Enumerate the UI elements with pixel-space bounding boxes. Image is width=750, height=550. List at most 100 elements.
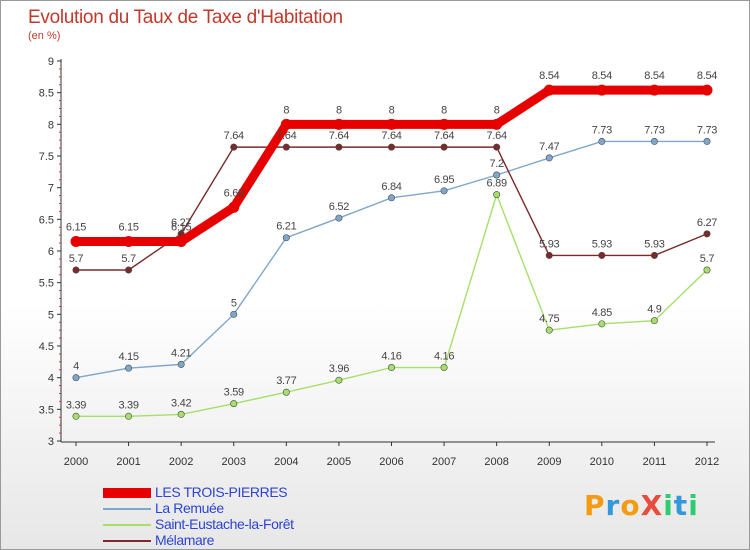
data-label: 5.7 [69,253,84,265]
data-point [703,230,711,238]
y-tick-label: 4.5 [39,341,54,353]
data-label: 4.75 [539,313,559,325]
data-point [650,317,658,325]
data-label: 3.96 [329,363,349,375]
data-point [493,191,501,199]
data-label: 4.85 [592,307,612,319]
data-label: 8 [494,104,500,116]
legend-label: La Remuée [155,500,224,516]
y-tick-label: 8 [48,119,54,131]
y-tick-label: 5 [48,309,54,321]
data-point [493,171,501,179]
y-tick-label: 6.5 [39,214,54,226]
data-point [545,251,553,259]
data-point [177,410,185,418]
data-label: 7.73 [644,124,664,136]
x-tick-label: 2004 [274,456,298,468]
data-label: 7.64 [329,130,349,142]
data-point [387,194,395,202]
data-point [123,236,135,247]
series-line [75,146,708,271]
data-label: 4 [73,361,79,373]
data-point [701,84,713,96]
x-tick-label: 2006 [379,456,403,468]
data-point [545,326,553,334]
data-label: 5.93 [539,238,559,250]
data-point [491,118,503,130]
x-tick-label: 2007 [432,456,456,468]
data-point [282,143,290,151]
data-label: 6.84 [381,181,401,193]
data-label: 5.93 [644,238,664,250]
data-point [596,84,608,96]
data-label: 4.16 [434,351,454,363]
data-label: 5.7 [700,253,715,265]
data-point [703,137,711,145]
data-label: 7.64 [224,130,244,142]
data-label: 7.47 [539,141,559,153]
legend-label: LES TROIS-PIERRES [155,484,288,500]
data-label: 6.89 [487,178,507,190]
data-point [175,236,187,247]
data-label: 7.64 [381,130,401,142]
data-label: 3.39 [118,399,138,411]
legend-label: Saint-Eustache-la-Forêt [155,516,294,532]
data-point [440,364,448,372]
data-label: 8.54 [592,70,612,82]
data-label: 7.73 [592,124,612,136]
chart-title: Evolution du Taux de Taxe d'Habitation [28,7,343,28]
data-label: 5.7 [121,253,136,265]
data-point [333,118,345,130]
data-label: 7.64 [487,130,507,142]
data-label: 6.27 [697,217,717,229]
data-label: 8.54 [697,70,717,82]
y-tick-label: 7.5 [39,151,54,163]
x-tick-label: 2000 [64,456,88,468]
unit-label: (en %) [28,30,61,42]
data-point [650,251,658,259]
data-point [125,412,133,420]
x-tick-label: 2005 [327,456,351,468]
data-point [387,364,395,372]
data-label: 6.15 [66,222,86,234]
data-label: 7.64 [276,130,296,142]
y-tick-label: 3 [48,436,54,448]
data-point [230,400,238,408]
data-point [230,310,238,318]
data-point [440,187,448,195]
data-point [493,143,501,151]
data-point [335,376,343,384]
data-label: 7.2 [489,158,504,170]
data-point [282,234,290,242]
x-tick-label: 2010 [590,456,614,468]
series-line [75,140,708,379]
x-tick-label: 2001 [116,456,140,468]
data-point [228,201,240,213]
data-label: 5 [231,297,237,309]
data-label: 3.39 [66,399,86,411]
proxiti-logo: ProXiti [584,489,699,522]
data-label: 3.77 [276,375,296,387]
legend-label: Mélamare [155,532,215,548]
data-point [648,84,660,96]
data-point [335,143,343,151]
data-label: 6.15 [118,222,138,234]
data-point [125,364,133,372]
data-label: 5.93 [592,238,612,250]
data-point [598,137,606,145]
data-label: 8.54 [539,70,559,82]
data-point [72,412,80,420]
data-point [438,118,450,130]
data-point [703,266,711,274]
data-point [545,154,553,162]
data-point [280,118,292,130]
y-tick-label: 7 [48,183,54,195]
data-label: 8 [283,104,289,116]
data-label: 3.59 [224,387,244,399]
x-tick-label: 2008 [484,456,508,468]
data-point [230,143,238,151]
data-point [72,266,80,274]
data-label: 6.21 [276,221,296,233]
